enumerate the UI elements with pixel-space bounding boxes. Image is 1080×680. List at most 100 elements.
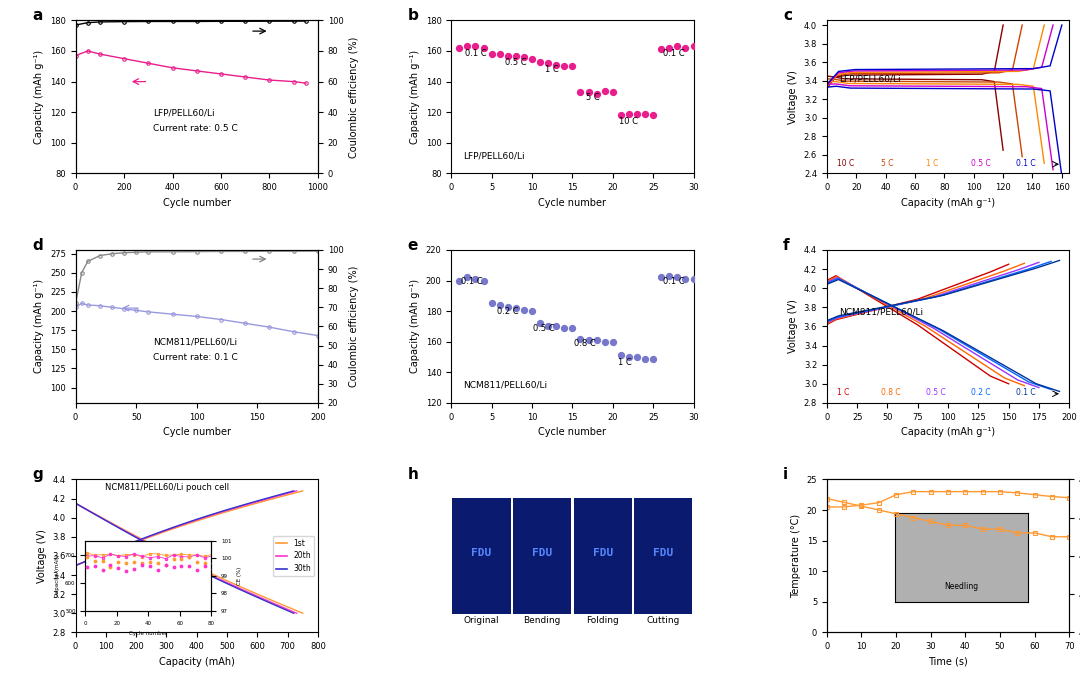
Point (596, 336, 613, 347)
Point (173, 560, 190, 571)
Line: 20th: 20th (76, 503, 297, 613)
30th (69, 499, 82, 507)
Text: e: e (407, 237, 418, 253)
Y-axis label: Coulombic efficiency (%): Coulombic efficiency (%) (349, 266, 359, 387)
Point (580, 87, 597, 98)
Text: 1 C: 1 C (618, 358, 632, 367)
Point (180, 561, 198, 572)
Text: 0.1 C: 0.1 C (662, 277, 685, 286)
Text: LFP/PELL60/Li: LFP/PELL60/Li (463, 151, 525, 160)
Point (669, 41, 686, 52)
FancyBboxPatch shape (453, 498, 511, 614)
Text: NCM811/PELL60/Li pouch cell: NCM811/PELL60/Li pouch cell (105, 483, 229, 492)
Text: 0.5 C: 0.5 C (505, 58, 527, 67)
Line: 1st: 1st (76, 503, 302, 613)
Point (110, 557, 127, 568)
20th (291, 609, 303, 617)
Point (475, 42, 492, 53)
Point (189, 556, 206, 567)
Point (78, 551, 95, 562)
20th (203, 571, 216, 579)
Point (94, 556, 111, 567)
Text: h: h (407, 467, 418, 482)
X-axis label: Cycle number: Cycle number (539, 198, 606, 207)
Point (645, 109, 662, 121)
1st (296, 609, 309, 617)
Point (165, 562, 183, 573)
X-axis label: Cycle number: Cycle number (163, 198, 231, 207)
Y-axis label: Capacity (mAh g⁻¹): Capacity (mAh g⁻¹) (410, 279, 420, 373)
Point (685, 41, 702, 52)
Point (180, 551, 198, 562)
Point (524, 305, 541, 316)
Point (204, 563, 221, 574)
Point (661, 271, 678, 282)
Point (118, 566, 135, 577)
Text: Cutting: Cutting (647, 616, 680, 625)
30th (262, 598, 275, 607)
Point (189, 564, 206, 575)
30th (210, 575, 222, 583)
X-axis label: Cycle number: Cycle number (539, 427, 606, 437)
Point (548, 321, 565, 332)
30th (165, 553, 178, 561)
20th (201, 569, 214, 577)
Point (515, 52, 532, 63)
Point (515, 304, 532, 315)
1st (225, 579, 238, 587)
Point (564, 322, 581, 333)
Point (459, 272, 476, 283)
FancyBboxPatch shape (513, 498, 571, 614)
Y-axis label: Voltage (V): Voltage (V) (788, 70, 798, 124)
20th (265, 598, 278, 607)
Point (125, 556, 143, 567)
Point (86, 560, 104, 571)
Text: 5 C: 5 C (585, 93, 599, 102)
Point (102, 560, 119, 571)
Point (661, 42, 678, 53)
X-axis label: Capacity (mAh): Capacity (mAh) (159, 657, 234, 666)
Point (204, 558, 221, 568)
Point (612, 109, 630, 121)
Point (604, 87, 621, 98)
30th (199, 569, 212, 577)
Point (596, 85, 613, 96)
FancyBboxPatch shape (634, 498, 692, 614)
Text: 5 C: 5 C (881, 158, 894, 168)
Text: FDU: FDU (471, 548, 491, 558)
Text: NCM811/PELL60/Li: NCM811/PELL60/Li (153, 338, 238, 347)
Y-axis label: Capacity (mAh g⁻¹): Capacity (mAh g⁻¹) (410, 50, 420, 144)
Text: NCM811/PELL60/Li: NCM811/PELL60/Li (839, 307, 923, 316)
Point (491, 48, 509, 59)
Text: Bending: Bending (524, 616, 561, 625)
Point (141, 556, 159, 567)
Text: 0.1 C: 0.1 C (1016, 388, 1036, 397)
Point (620, 352, 637, 362)
Point (467, 41, 484, 52)
Point (508, 303, 525, 313)
Y-axis label: Coulombic efficiency (%): Coulombic efficiency (%) (349, 36, 359, 158)
Text: f: f (783, 237, 789, 253)
1st (216, 575, 229, 583)
Text: LFP/PELL60/Li: LFP/PELL60/Li (153, 108, 215, 117)
Text: 0.5 C: 0.5 C (534, 324, 555, 333)
Point (173, 554, 190, 565)
Point (540, 58, 557, 69)
Point (612, 350, 630, 361)
Text: FDU: FDU (532, 548, 552, 558)
Point (540, 321, 557, 332)
Point (652, 272, 670, 283)
Point (133, 560, 150, 571)
Point (118, 557, 135, 568)
Point (133, 558, 150, 568)
Text: Current rate: 0.1 C: Current rate: 0.1 C (153, 353, 238, 362)
X-axis label: Capacity (mAh g⁻¹): Capacity (mAh g⁻¹) (901, 198, 995, 207)
Text: FDU: FDU (593, 548, 612, 558)
Text: c: c (783, 8, 793, 23)
Point (564, 61, 581, 71)
Point (499, 50, 516, 61)
Point (149, 564, 166, 575)
30th (202, 571, 215, 579)
Y-axis label: CE (%): CE (%) (238, 566, 242, 585)
Text: d: d (32, 237, 43, 253)
